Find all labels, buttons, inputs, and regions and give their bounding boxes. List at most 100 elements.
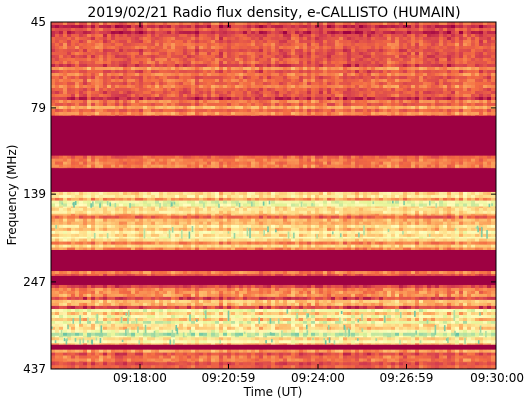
- heatmap-cell: [299, 52, 304, 56]
- heatmap-cell: [443, 52, 448, 56]
- heatmap-cell: [171, 94, 176, 98]
- heatmap-cell: [79, 67, 84, 71]
- heatmap-cell: [191, 58, 196, 62]
- heatmap-cell: [399, 97, 404, 101]
- heatmap-cell: [211, 34, 216, 38]
- heatmap-cell: [295, 94, 300, 98]
- heatmap-cell: [383, 76, 388, 80]
- heatmap-cell: [391, 79, 396, 83]
- heatmap-cell: [59, 73, 64, 77]
- heatmap-cell: [63, 203, 68, 207]
- heatmap-cell: [63, 197, 68, 201]
- heatmap-cell: [215, 40, 220, 44]
- heatmap-cell: [447, 197, 452, 201]
- heatmap-cell: [451, 91, 456, 95]
- heatmap-cell: [451, 49, 456, 53]
- heatmap-cell: [387, 207, 392, 212]
- heatmap-cell: [387, 37, 392, 41]
- heatmap-cell: [183, 28, 188, 32]
- heatmap-cell: [479, 70, 484, 74]
- heatmap-cell: [119, 22, 124, 26]
- heatmap-cell: [327, 58, 332, 62]
- heatmap-cell: [447, 103, 452, 107]
- heatmap-cell: [187, 155, 192, 159]
- heatmap-cell: [147, 103, 152, 107]
- heatmap-cell: [459, 76, 464, 80]
- heatmap-cell: [275, 200, 280, 204]
- heatmap-cell: [179, 67, 184, 71]
- heatmap-cell: [71, 40, 76, 44]
- heatmap-cell: [103, 25, 108, 29]
- heatmap-cell: [375, 158, 380, 162]
- heatmap-cell: [263, 158, 268, 162]
- heatmap-cell: [119, 43, 124, 47]
- heatmap-cell: [467, 40, 472, 44]
- heatmap-cell: [151, 40, 156, 44]
- heatmap-cell: [239, 43, 244, 47]
- heatmap-cell: [303, 114, 308, 116]
- heatmap-cell: [387, 25, 392, 29]
- heatmap-cell: [199, 161, 204, 165]
- heatmap-cell: [455, 206, 460, 209]
- heatmap-cell: [199, 167, 204, 169]
- heatmap-cell: [87, 194, 92, 199]
- heatmap-cell: [55, 91, 60, 95]
- heatmap-cell: [275, 207, 280, 212]
- heatmap-cell: [359, 197, 364, 201]
- heatmap-cell: [219, 100, 224, 104]
- heatmap-cell: [175, 25, 180, 29]
- heatmap-cell: [171, 210, 176, 215]
- heatmap-cell: [251, 158, 256, 162]
- heatmap-cell: [151, 64, 156, 68]
- heatmap-cell: [315, 49, 320, 53]
- heatmap-cell: [399, 85, 404, 89]
- heatmap-cell: [139, 52, 144, 56]
- heatmap-cell: [303, 191, 308, 196]
- heatmap-cell: [159, 22, 164, 26]
- heatmap-cell: [259, 58, 264, 62]
- heatmap-cell: [367, 43, 372, 47]
- heatmap-cell: [379, 155, 384, 159]
- heatmap-cell: [207, 85, 212, 89]
- heatmap-cell: [243, 111, 248, 116]
- heatmap-cell: [267, 167, 272, 169]
- heatmap-cell: [187, 40, 192, 44]
- heatmap-cell: [211, 85, 216, 89]
- heatmap-cell: [391, 64, 396, 68]
- heatmap-cell: [163, 79, 168, 83]
- heatmap-cell: [235, 164, 240, 168]
- heatmap-cell: [287, 85, 292, 89]
- heatmap-cell: [323, 197, 328, 201]
- heatmap-cell: [367, 52, 372, 56]
- heatmap-cell: [415, 61, 420, 65]
- heatmap-cell: [231, 200, 236, 204]
- heatmap-cell: [63, 114, 68, 116]
- heatmap-cell: [99, 40, 104, 44]
- heatmap-cell: [291, 114, 296, 116]
- heatmap-cell: [247, 194, 252, 199]
- heatmap-cell: [351, 203, 356, 207]
- heatmap-cell: [303, 105, 308, 110]
- heatmap-cell: [359, 67, 364, 71]
- heatmap-cell: [79, 76, 84, 80]
- heatmap-cell: [67, 194, 72, 199]
- heatmap-cell: [491, 28, 496, 32]
- heatmap-cell: [123, 61, 128, 65]
- heatmap-cell: [151, 73, 156, 77]
- heatmap-cell: [403, 105, 408, 110]
- heatmap-cell: [483, 91, 488, 95]
- heatmap-cell: [295, 82, 300, 86]
- heatmap-cell: [287, 194, 292, 199]
- heatmap-cell: [471, 88, 476, 92]
- heatmap-cell: [423, 207, 428, 212]
- heatmap-cell: [379, 108, 384, 113]
- heatmap-cell: [367, 25, 372, 29]
- heatmap-cell: [67, 43, 72, 47]
- heatmap-cell: [247, 22, 252, 26]
- heatmap-cell: [323, 91, 328, 95]
- heatmap-cell: [427, 40, 432, 44]
- heatmap-cell: [247, 114, 252, 116]
- heatmap-cell: [139, 203, 144, 207]
- heatmap-cell: [67, 25, 72, 29]
- heatmap-cell: [135, 105, 140, 110]
